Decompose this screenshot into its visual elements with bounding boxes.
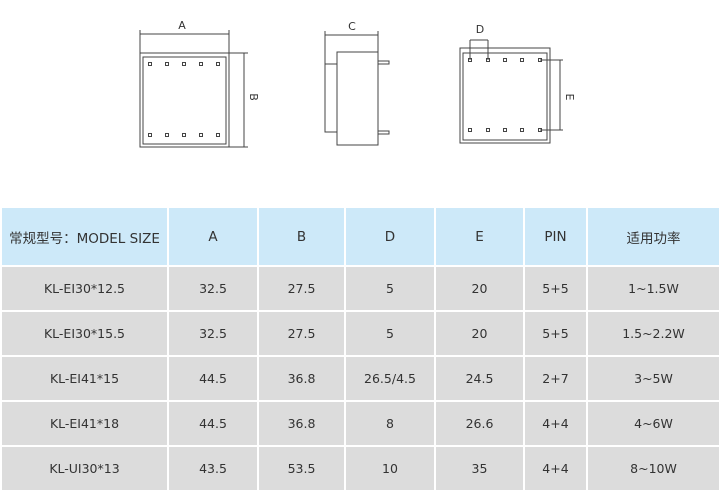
table-cell: 5+5 [523, 310, 588, 357]
table-cell: 1.5~2.2W [586, 310, 721, 357]
table-cell: 35 [434, 445, 525, 492]
column-header: B [257, 206, 346, 267]
pin-mark [538, 128, 542, 132]
pin-mark [503, 58, 507, 62]
table-cell: 5 [344, 265, 436, 312]
table-row: KL-EI30*12.5 32.5 27.5 5 20 5+5 1~1.5W [0, 265, 721, 312]
table-cell: 26.5/4.5 [344, 355, 436, 402]
column-header: 适用功率 [586, 206, 721, 267]
pin-mark [165, 62, 169, 66]
table-cell: 44.5 [167, 400, 259, 447]
pin-mark [216, 133, 220, 137]
pin-mark [538, 58, 542, 62]
pin-mark [486, 128, 490, 132]
pin-mark [165, 133, 169, 137]
pin-mark [148, 133, 152, 137]
table-cell: KL-UI30*13 [0, 445, 169, 492]
table-cell: 26.6 [434, 400, 525, 447]
column-header: PIN [523, 206, 588, 267]
dimension-d-label: D [476, 23, 484, 36]
table-cell: 27.5 [257, 265, 346, 312]
table-cell: 4+4 [523, 400, 588, 447]
table-cell: 5+5 [523, 265, 588, 312]
table-cell: KL-EI41*18 [0, 400, 169, 447]
table-cell: KL-EI30*12.5 [0, 265, 169, 312]
bottom-view: D E [459, 23, 576, 144]
pin-mark [468, 128, 472, 132]
table-cell: 36.8 [257, 355, 346, 402]
table-cell: 20 [434, 265, 525, 312]
column-header: 常规型号：MODEL SIZE [0, 206, 169, 267]
table-cell: 32.5 [167, 265, 259, 312]
pin-mark [520, 58, 524, 62]
pin-mark [182, 133, 186, 137]
front-view: A B [139, 19, 260, 148]
table-cell: 10 [344, 445, 436, 492]
table-cell: 27.5 [257, 310, 346, 357]
table-cell: KL-EI30*15.5 [0, 310, 169, 357]
table-row: KL-EI41*15 44.5 36.8 26.5/4.5 24.5 2+7 3~5W [0, 355, 721, 402]
pin-mark [182, 62, 186, 66]
table-cell: KL-EI41*15 [0, 355, 169, 402]
model-size-table: 常规型号：MODEL SIZE A B D E PIN 适用功率 KL-EI30*12.5 3… [0, 206, 721, 492]
column-header: E [434, 206, 525, 267]
table-row: KL-EI30*15.5 32.5 27.5 5 20 5+5 1.5~2.2W [0, 310, 721, 357]
table-cell: 8 [344, 400, 436, 447]
side-view: C [324, 20, 390, 146]
column-header: A [167, 206, 259, 267]
table-cell: 8~10W [586, 445, 721, 492]
column-header: D [344, 206, 436, 267]
table-cell: 1~1.5W [586, 265, 721, 312]
dimension-b-label: B [247, 93, 260, 101]
pin-mark [199, 133, 203, 137]
table-cell: 24.5 [434, 355, 525, 402]
table-cell: 20 [434, 310, 525, 357]
table-cell: 43.5 [167, 445, 259, 492]
table-cell: 4+4 [523, 445, 588, 492]
table-cell: 2+7 [523, 355, 588, 402]
pin-mark [199, 62, 203, 66]
table-cell: 32.5 [167, 310, 259, 357]
pin-mark [486, 58, 490, 62]
table-row: KL-EI41*18 44.5 36.8 8 26.6 4+4 4~6W [0, 400, 721, 447]
pin-mark [468, 58, 472, 62]
dimension-a-label: A [178, 19, 186, 32]
pin-mark [520, 128, 524, 132]
transformer-dimension-diagram: A B C D E [139, 19, 576, 148]
pin-mark [148, 62, 152, 66]
pin-mark [216, 62, 220, 66]
table-cell: 53.5 [257, 445, 346, 492]
table-cell: 3~5W [586, 355, 721, 402]
table-row: KL-UI30*13 43.5 53.5 10 35 4+4 8~10W [0, 445, 721, 492]
table-cell: 4~6W [586, 400, 721, 447]
table-cell: 36.8 [257, 400, 346, 447]
table-cell: 5 [344, 310, 436, 357]
table-cell: 44.5 [167, 355, 259, 402]
pin-mark [503, 128, 507, 132]
dimension-c-label: C [348, 20, 356, 33]
dimension-e-label: E [563, 94, 576, 101]
